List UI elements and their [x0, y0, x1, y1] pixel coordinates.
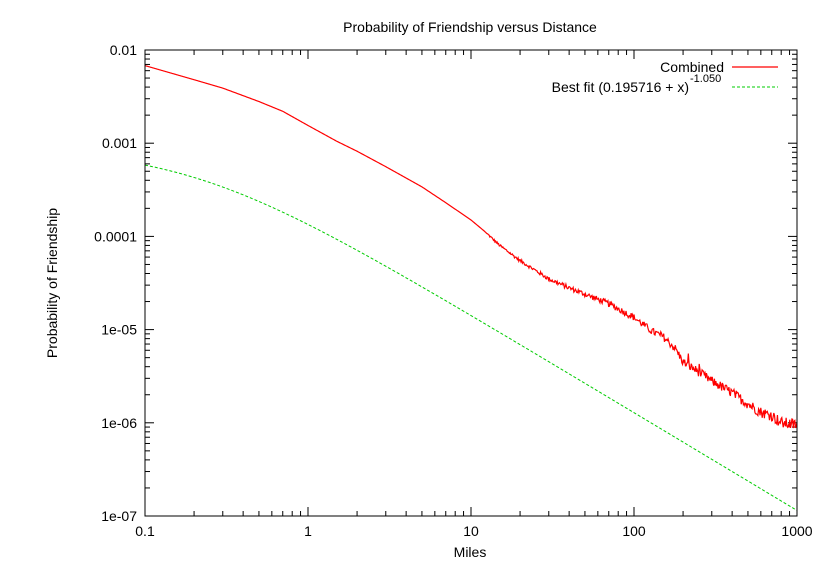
x-axis-label: Miles	[454, 544, 487, 560]
x-tick-label: 1	[304, 523, 312, 539]
x-tick-label: 1000	[781, 523, 812, 539]
chart-title: Probability of Friendship versus Distanc…	[343, 19, 597, 35]
series-layer	[144, 65, 798, 511]
x-tick-label: 10	[463, 523, 479, 539]
legend-best-fit-name: Best fit (0.195716 + x)	[552, 79, 689, 95]
y-tick-label: 1e-07	[101, 508, 137, 524]
legend-label-combined: Combined	[660, 59, 724, 75]
plot-frame	[144, 49, 798, 517]
legend-label-best-fit: Best fit (0.195716 + x)	[552, 79, 689, 95]
axes: 0.1 1 10 100 1000 1e-07 1e-06 1e-05 0.0001 0.001 0…	[94, 42, 813, 539]
y-tick-label: 0.01	[110, 42, 137, 58]
y-tick-label: 0.001	[102, 135, 137, 151]
legend: Combined Best fit (0.195716 + x) -1.050	[552, 59, 778, 95]
series-line-best-fit	[144, 164, 798, 511]
legend-best-fit-exponent: -1.050	[690, 73, 721, 85]
x-tick-label: 0.1	[135, 523, 155, 539]
y-tick-label: 1e-06	[101, 415, 137, 431]
series-line-combined	[144, 65, 798, 429]
y-tick-label: 0.0001	[94, 228, 137, 244]
x-tick-label: 100	[622, 523, 646, 539]
y-axis-label: Probability of Friendship	[44, 208, 60, 358]
y-tick-label: 1e-05	[101, 322, 137, 338]
